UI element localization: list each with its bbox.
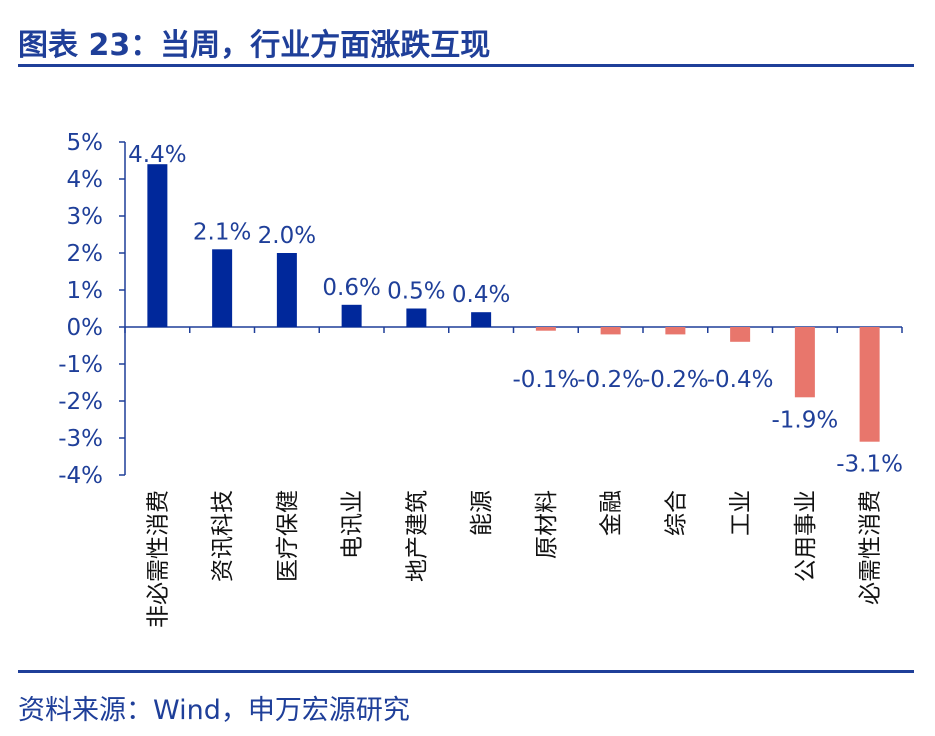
data-label: -1.9% [772, 407, 839, 433]
category-label: 综合 [663, 490, 689, 536]
data-label: 0.5% [387, 279, 445, 305]
category-label: 地产建筑 [404, 490, 430, 582]
bars [147, 164, 880, 442]
data-label: 0.6% [322, 275, 380, 301]
category-label: 医疗保健 [275, 490, 301, 582]
data-label: -0.4% [707, 367, 774, 393]
category-label: 资讯科技 [210, 490, 236, 582]
y-tick-label: 3% [67, 204, 104, 230]
category-label: 必需性消费 [858, 490, 884, 605]
bar [794, 327, 815, 398]
data-label: -0.2% [577, 367, 644, 393]
y-tick-label: 2% [67, 241, 104, 267]
bar [859, 327, 880, 442]
y-tick-label: -4% [58, 463, 103, 489]
bar [535, 327, 556, 331]
y-axis: 5% 4% 3% 2% 1% 0% -1% -2% -3% -4% [58, 130, 903, 489]
data-label: 4.4% [128, 142, 186, 168]
data-label: -0.1% [513, 367, 580, 393]
title-divider [18, 64, 914, 67]
data-labels: 4.4%2.1% 2.0%0.6% 0.5% 0.4%-0.1%-0.2%-0.2%-… [128, 142, 903, 478]
data-label: -3.1% [836, 452, 903, 478]
y-tick-label: -2% [58, 389, 103, 415]
y-tick-label: -3% [58, 426, 103, 452]
bar-chart: 5% 4% 3% 2% 1% 0% -1% -2% -3% -4% 4.4% 2.1% 2.0%0.6… [58, 130, 903, 628]
category-label: 原材料 [534, 490, 560, 559]
bar [212, 249, 233, 327]
data-label: 2.0% [258, 223, 316, 249]
category-labels: 非必需性消费 资讯科技 医疗保健 电讯业 地产建筑 能源 原材料 金融 综合 工业 公用事业 必需性消… [145, 490, 883, 628]
data-label: 0.4% [452, 282, 510, 308]
bar [276, 253, 297, 327]
y-tick-label: 1% [67, 278, 104, 304]
y-tick-label: 4% [67, 167, 104, 193]
chart-title: 图表 23：当周，行业方面涨跌互现 [18, 28, 491, 63]
bar [341, 304, 362, 327]
y-tick-label: 5% [67, 130, 104, 156]
data-label: 2.1% [193, 219, 251, 245]
bar [147, 164, 168, 327]
source-note: 资料来源：Wind，申万宏源研究 [18, 695, 410, 726]
category-label: 电讯业 [340, 490, 366, 559]
category-label: 工业 [728, 490, 754, 536]
category-label: 金融 [599, 490, 625, 536]
category-label: 非必需性消费 [145, 490, 171, 628]
bar [471, 312, 492, 327]
bar [600, 327, 621, 335]
category-label: 公用事业 [793, 490, 819, 582]
data-label: -0.2% [642, 367, 709, 393]
bar [730, 327, 751, 342]
bar [665, 327, 686, 335]
bar [406, 308, 427, 327]
footer-divider [18, 670, 914, 673]
y-tick-label: 0% [67, 315, 104, 341]
y-tick-label: -1% [58, 352, 103, 378]
category-label: 能源 [469, 490, 495, 536]
